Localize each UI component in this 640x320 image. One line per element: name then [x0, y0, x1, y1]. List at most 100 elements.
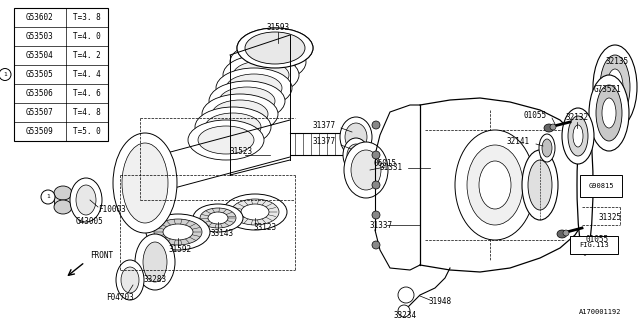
Ellipse shape: [245, 32, 305, 64]
Ellipse shape: [163, 224, 193, 240]
Ellipse shape: [528, 160, 552, 210]
Text: 31948: 31948: [428, 298, 452, 307]
Ellipse shape: [542, 139, 552, 157]
Text: 31377: 31377: [313, 122, 336, 131]
Ellipse shape: [212, 100, 268, 128]
Ellipse shape: [345, 123, 367, 151]
Ellipse shape: [76, 185, 96, 215]
Text: F10003: F10003: [98, 205, 125, 214]
Text: 06015: 06015: [373, 158, 397, 167]
Ellipse shape: [54, 186, 72, 200]
Ellipse shape: [205, 113, 261, 141]
Ellipse shape: [195, 107, 271, 147]
Text: 32135: 32135: [605, 58, 628, 67]
Ellipse shape: [340, 117, 372, 157]
Text: 01055: 01055: [524, 110, 547, 119]
Ellipse shape: [577, 115, 593, 255]
Text: G43005: G43005: [76, 218, 104, 227]
Text: 31325: 31325: [598, 213, 621, 222]
Ellipse shape: [522, 150, 558, 220]
Ellipse shape: [539, 134, 555, 162]
Ellipse shape: [135, 234, 175, 290]
Ellipse shape: [589, 75, 629, 151]
Ellipse shape: [398, 305, 410, 317]
Ellipse shape: [146, 214, 210, 250]
Ellipse shape: [237, 28, 313, 68]
Ellipse shape: [372, 121, 380, 129]
Ellipse shape: [216, 68, 292, 108]
Ellipse shape: [223, 194, 287, 230]
Text: 32141: 32141: [507, 138, 530, 147]
Ellipse shape: [347, 144, 365, 166]
Text: 31593: 31593: [266, 23, 289, 33]
Text: T=4. 0: T=4. 0: [73, 32, 101, 41]
Ellipse shape: [122, 143, 168, 223]
Ellipse shape: [398, 287, 414, 303]
Ellipse shape: [198, 126, 254, 154]
Ellipse shape: [372, 151, 380, 159]
Ellipse shape: [563, 230, 569, 236]
Bar: [570, 236, 618, 254]
Ellipse shape: [557, 230, 567, 238]
Text: G53602: G53602: [26, 13, 54, 22]
Bar: [54, 193, 72, 207]
Ellipse shape: [230, 42, 306, 82]
Ellipse shape: [143, 242, 167, 282]
Ellipse shape: [188, 120, 264, 160]
Ellipse shape: [344, 142, 388, 198]
Text: G53504: G53504: [26, 51, 54, 60]
Ellipse shape: [550, 124, 556, 130]
Text: 31377: 31377: [313, 138, 336, 147]
Ellipse shape: [113, 133, 177, 233]
Text: T=4. 8: T=4. 8: [73, 108, 101, 117]
Text: T=5. 0: T=5. 0: [73, 127, 101, 136]
Ellipse shape: [351, 150, 381, 190]
Text: T=3. 8: T=3. 8: [73, 13, 101, 22]
Ellipse shape: [121, 267, 139, 293]
Ellipse shape: [233, 61, 289, 89]
Text: 33123: 33123: [253, 223, 276, 233]
Text: G53506: G53506: [26, 89, 54, 98]
Ellipse shape: [562, 108, 594, 164]
Text: 01055: 01055: [586, 236, 609, 244]
Text: T=4. 6: T=4. 6: [73, 89, 101, 98]
Text: 1: 1: [3, 72, 7, 77]
Ellipse shape: [593, 45, 637, 129]
Text: 31523: 31523: [230, 148, 253, 156]
Text: G90815: G90815: [588, 183, 614, 189]
Ellipse shape: [237, 28, 313, 68]
Ellipse shape: [479, 161, 511, 209]
Bar: [580, 175, 622, 197]
Ellipse shape: [343, 138, 369, 172]
Text: 33143: 33143: [211, 229, 234, 238]
Ellipse shape: [193, 204, 243, 232]
Ellipse shape: [602, 98, 616, 128]
Ellipse shape: [247, 34, 303, 62]
Ellipse shape: [219, 87, 275, 115]
Text: G73521: G73521: [593, 85, 621, 94]
Text: G53509: G53509: [26, 127, 54, 136]
Text: G53503: G53503: [26, 32, 54, 41]
Text: F04703: F04703: [106, 292, 134, 301]
Bar: [14, 8, 108, 141]
Ellipse shape: [240, 48, 296, 76]
Ellipse shape: [372, 181, 380, 189]
Ellipse shape: [241, 204, 269, 220]
Ellipse shape: [208, 212, 228, 224]
Ellipse shape: [54, 200, 72, 214]
Ellipse shape: [202, 94, 278, 134]
Text: FIG.113: FIG.113: [579, 242, 609, 248]
Text: 1: 1: [46, 195, 50, 199]
Ellipse shape: [70, 178, 102, 222]
Ellipse shape: [116, 260, 144, 300]
Ellipse shape: [223, 55, 299, 95]
Ellipse shape: [372, 211, 380, 219]
Ellipse shape: [231, 199, 279, 225]
Ellipse shape: [455, 130, 535, 240]
Text: 31592: 31592: [168, 245, 191, 254]
Ellipse shape: [41, 190, 55, 204]
Ellipse shape: [154, 219, 202, 245]
Text: T=4. 4: T=4. 4: [73, 70, 101, 79]
Ellipse shape: [467, 145, 523, 225]
Text: 33234: 33234: [394, 310, 417, 319]
